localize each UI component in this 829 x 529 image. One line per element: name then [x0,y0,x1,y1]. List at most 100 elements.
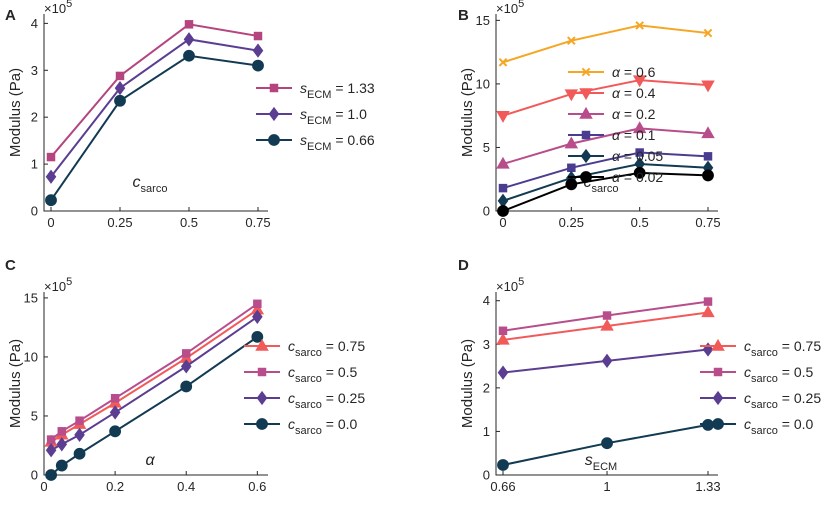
legend-marker [711,338,725,351]
legend: sECM = 1.33 sECM = 1.0 sECM = 0.66 [256,80,375,153]
x-tick-label: 0.75 [245,215,270,230]
y-tick-label: 5 [483,140,490,155]
legend: csarco = 0.75 csarco = 0.5 csarco = 0.25 cs… [244,338,365,437]
legend-marker [268,106,280,122]
data-point [496,332,510,345]
data-point [180,359,192,374]
legend-label: csarco = 0.0 [288,416,358,437]
y-tick-label: 10 [476,76,490,91]
data-point [497,365,509,380]
panel-d: D 0 1 2 3 4 0.66 1 1.33 ×105 Modulus (Pa) sECM csarc… [458,257,821,494]
data-point [56,437,68,452]
legend-marker [713,367,723,377]
x-tick-label: 0 [40,479,47,494]
legend: csarco = 0.75 csarco = 0.5 csarco = 0.25 cs… [700,338,821,437]
data-point [567,163,576,173]
data-point [701,80,715,93]
y-scale-exponent: ×105 [44,0,72,16]
data-point [703,28,713,38]
data-point [183,49,195,62]
legend-label: α = 0.05 [612,148,663,164]
legend-marker [712,418,724,430]
x-tick-label: 1 [603,479,610,494]
series-2 [496,75,715,123]
y-tick-label: 4 [31,16,38,31]
series-line [502,151,709,190]
series-1 [498,21,713,67]
series-4 [498,148,713,193]
panel-letter-b: B [458,7,469,24]
legend-label: α = 0.1 [612,127,656,143]
data-point [601,353,613,369]
x-tick-label: 0.5 [180,215,198,230]
x-tick-label: 0.75 [695,215,720,230]
y-tick-label: 10 [24,349,38,364]
data-point [75,416,84,425]
data-point [55,459,68,472]
y-tick-label: 0 [483,468,490,483]
data-point [703,152,713,161]
series-3 [45,49,264,207]
data-point [601,437,613,450]
data-point [114,80,126,96]
y-tick-label: 3 [483,337,490,352]
y-axis-label: Modulus (Pa) [459,68,476,157]
series-4 [497,418,714,471]
x-axis-label: sECM [585,452,617,473]
data-point [252,59,264,72]
y-tick-label: 15 [476,13,490,28]
x-axis-label: α [145,452,155,469]
data-point [602,311,612,320]
series-1 [46,20,263,162]
data-point [45,169,57,184]
data-point [600,318,614,331]
x-tick-label: 0.4 [177,479,195,494]
panel-letter-c: C [5,257,16,274]
series-3 [45,309,263,458]
x-tick-label: 0.2 [106,479,124,494]
panel-a: A 0 1 2 3 4 0 0.25 0.5 0.75 ×105 Modulus (Pa) csarco… [5,0,375,230]
legend-marker [256,418,268,430]
y-tick-label: 5 [31,408,38,423]
data-point [46,435,56,444]
legend-label: csarco = 0.25 [744,390,821,411]
y-tick-label: 15 [24,290,38,305]
data-point [701,305,715,318]
series-line [50,315,258,452]
y-scale-exponent: ×105 [44,276,72,294]
panel-letter-a: A [5,7,16,24]
y-scale-exponent: ×105 [496,276,524,294]
axis-lines [495,14,718,212]
data-point [109,405,121,420]
legend-label: csarco = 0.75 [288,338,365,359]
series-3 [496,121,715,169]
data-point [565,178,578,191]
legend-label: csarco = 0.5 [288,364,358,385]
legend-marker [581,130,591,140]
data-point [45,443,57,458]
y-tick-label: 4 [483,293,490,308]
y-tick-label: 1 [483,424,490,439]
data-point [109,425,122,438]
data-point [497,459,509,471]
x-tick-label: 0 [499,215,506,230]
data-point [633,166,646,179]
legend-label: α = 0.6 [612,64,656,80]
data-point [702,169,714,182]
y-tick-label: 3 [31,63,38,78]
data-point [632,121,647,134]
data-point [180,380,193,393]
series-2 [46,299,262,444]
legend-marker [257,367,267,377]
series-line [502,127,709,165]
y-axis-label: Modulus (Pa) [459,339,476,428]
data-point [253,31,263,41]
legend-marker [579,106,593,119]
legend-label: csarco = 0.25 [288,390,365,411]
series-line [502,162,709,202]
panel-c: C 0 5 10 15 0 0.2 0.4 0.6 ×105 Modulus (Pa) α csarco… [5,257,365,494]
data-point [703,297,713,306]
y-scale-exponent: ×105 [496,0,524,16]
series-line [502,24,709,64]
